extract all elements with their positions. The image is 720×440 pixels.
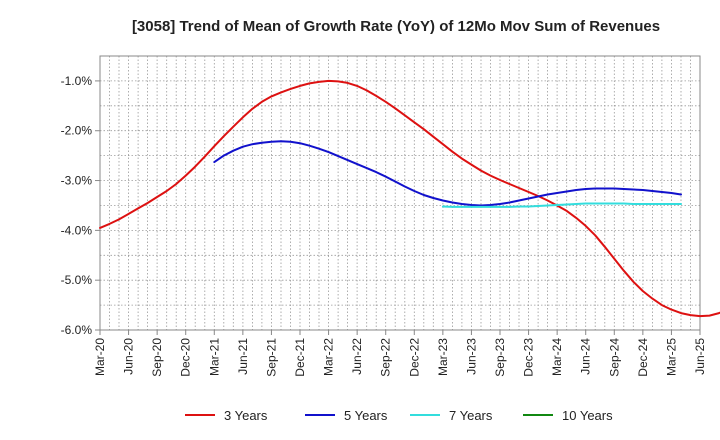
y-tick-label: -3.0% [61,174,93,188]
plot-background [100,56,700,330]
x-tick-label: Sep-21 [264,338,278,377]
x-tick-label: Mar-23 [436,338,450,376]
legend-label-10-years: 10 Years [562,408,613,423]
series-lines [99,79,720,318]
series-line-7-years [441,202,682,208]
y-tick-label: -2.0% [61,124,93,138]
x-tick-label: Dec-21 [293,338,307,377]
legend-label-7-years: 7 Years [449,408,493,423]
legend-label-3-years: 3 Years [224,408,268,423]
x-tick-label: Dec-22 [407,338,421,377]
y-tick-label: -1.0% [61,74,93,88]
x-tick-label: Sep-24 [607,338,621,377]
x-tick-label: Jun-21 [236,338,250,375]
chart-title: [3058] Trend of Mean of Growth Rate (YoY… [132,18,660,35]
series-line-3-years [99,79,720,318]
x-tick-label: Mar-20 [93,338,107,376]
x-tick-label: Jun-25 [693,338,707,375]
x-tick-label: Mar-24 [550,338,564,376]
axes: -1.0% -2.0% -3.0% -4.0% -5.0% -6.0%Mar-20 Jun-… [61,55,707,377]
legend-label-5-years: 5 Years [344,408,388,423]
x-tick-label: Jun-23 [464,338,478,375]
x-tick-label: Dec-24 [636,338,650,377]
x-tick-label: Sep-23 [493,338,507,377]
y-tick-label: -4.0% [61,223,93,237]
y-tick-label: -6.0% [61,323,93,337]
legend: 3 Years 5 Years 7 Years 10 Years [185,408,613,423]
x-tick-label: Mar-25 [664,338,678,376]
x-tick-label: Mar-21 [207,338,221,376]
x-tick-label: Mar-22 [322,338,336,376]
series-line-5-years [213,140,682,207]
grid [100,56,700,330]
y-tick-label: -5.0% [61,273,93,287]
plot-frame [99,55,701,331]
x-tick-label: Jun-22 [350,338,364,375]
x-tick-label: Jun-24 [579,338,593,375]
x-tick-label: Sep-20 [150,338,164,377]
x-tick-label: Dec-20 [179,338,193,377]
x-tick-label: Sep-22 [379,338,393,377]
x-tick-label: Jun-20 [122,338,136,375]
x-tick-label: Dec-23 [522,338,536,377]
